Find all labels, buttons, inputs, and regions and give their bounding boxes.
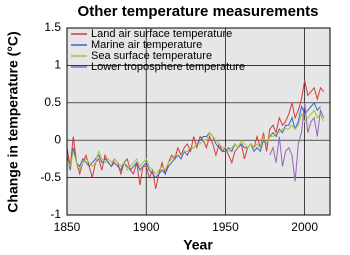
plot-area [67, 28, 330, 215]
y-tick-label: -1 [50, 207, 61, 221]
x-tick-label: 1950 [212, 220, 239, 234]
legend-label: Land air surface temperature [91, 28, 232, 40]
y-tick-label: 1.5 [44, 20, 61, 34]
y-tick-label: -0.5 [40, 170, 61, 184]
x-axis-label: Year [183, 237, 213, 253]
x-tick-label: 2000 [291, 220, 318, 234]
y-tick-label: 1 [54, 58, 61, 72]
legend-label: Lower troposphere temperature [91, 61, 245, 73]
y-axis-label: Change in temperature (°C) [5, 31, 21, 212]
data-line [66, 109, 325, 175]
y-tick-label: 0 [54, 132, 61, 146]
legend-label: Sea surface temperature [91, 50, 212, 62]
plot-border [66, 27, 331, 216]
legend-label: Marine air temperature [91, 39, 202, 51]
data-line [269, 102, 325, 182]
y-tick-label: 0.5 [44, 95, 61, 109]
chart-title: Other temperature measurements [78, 3, 319, 20]
x-tick-label: 1850 [54, 220, 81, 234]
x-tick-label: 1900 [133, 220, 160, 234]
